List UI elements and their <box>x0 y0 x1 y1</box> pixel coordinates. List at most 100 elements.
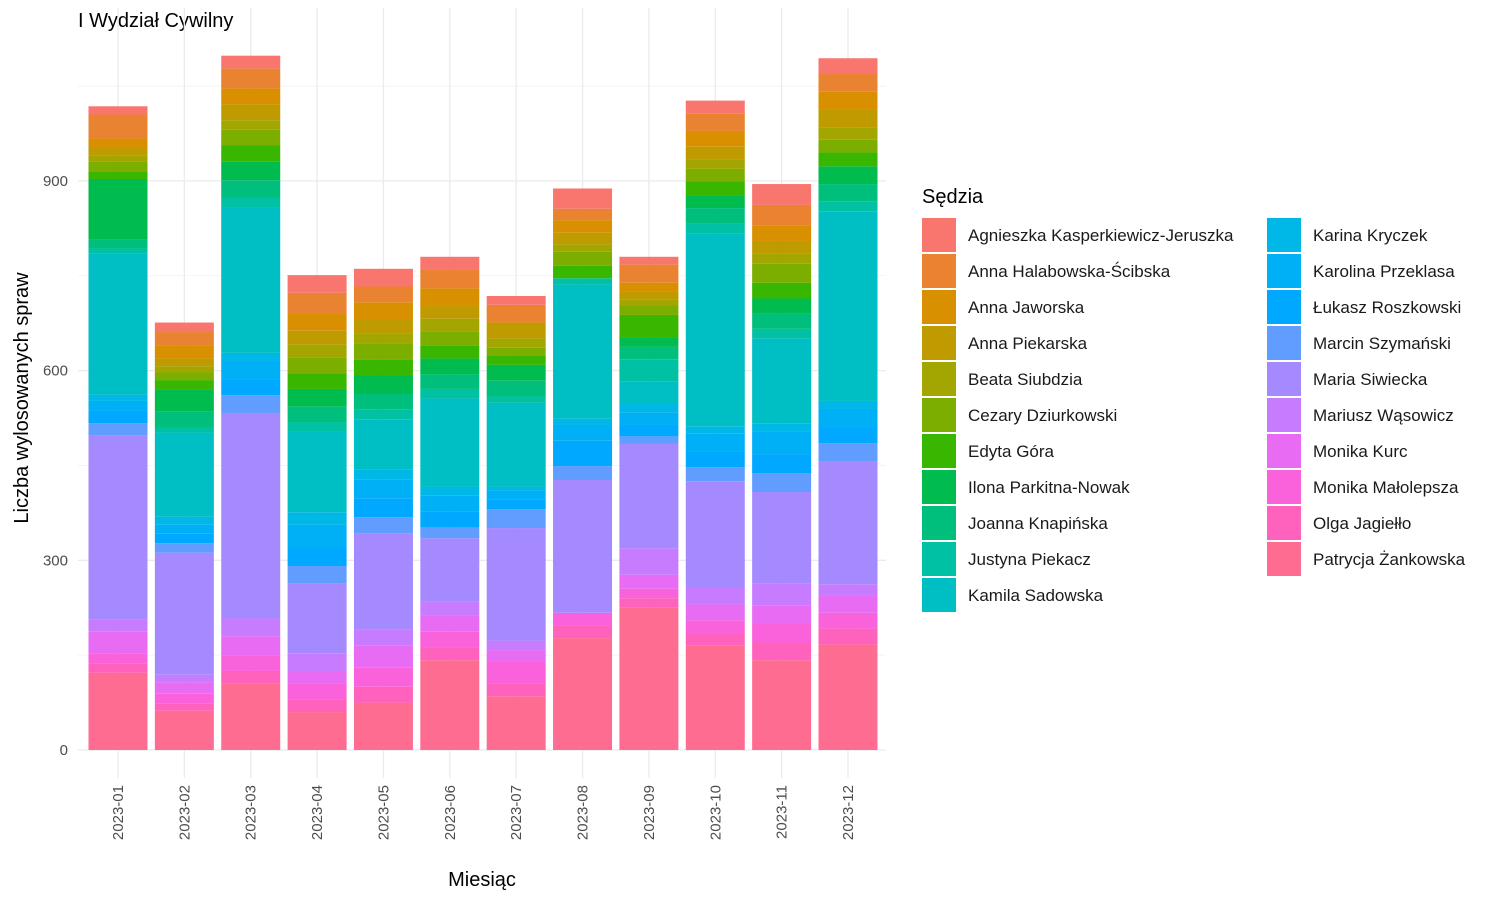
bar-segment <box>818 184 878 202</box>
bar-segment <box>619 436 679 444</box>
legend-label: Anna Jaworska <box>968 298 1085 317</box>
bar-segment <box>818 584 878 596</box>
legend-title: Sędzia <box>922 186 984 208</box>
legend-swatch <box>1267 398 1301 432</box>
legend-label: Justyna Piekacz <box>968 550 1091 569</box>
bar-segment <box>221 360 281 380</box>
bar-segment <box>353 320 413 334</box>
bar-segment <box>420 660 480 750</box>
bar-segment <box>221 412 281 619</box>
bar-segment <box>685 100 745 114</box>
bar-segment <box>619 424 679 437</box>
bar-segment <box>221 129 281 146</box>
bar-segment <box>221 655 281 671</box>
x-tick-label: 2023-04 <box>309 785 326 840</box>
bar-segment <box>287 422 347 432</box>
bar-segment <box>818 211 878 401</box>
bar-segment <box>685 587 745 605</box>
bar-segment <box>619 282 679 292</box>
y-axis: 0 300 600 900 <box>43 173 68 759</box>
bar-segment <box>287 330 347 345</box>
bar-segment <box>685 233 745 427</box>
legend-label: Karina Kryczek <box>1313 226 1428 245</box>
bar-segment <box>287 292 347 314</box>
bar-segment <box>154 533 214 544</box>
bar-segment <box>619 574 679 589</box>
bar-segment <box>287 683 347 700</box>
bar-segment <box>353 498 413 518</box>
legend-swatch <box>922 254 956 288</box>
bar-segment <box>486 304 546 323</box>
legend-swatch <box>1267 470 1301 504</box>
bar-segment <box>154 322 214 333</box>
legend-swatch <box>922 578 956 612</box>
bar-segment <box>553 424 613 441</box>
bar-segment <box>818 152 878 167</box>
bar-segment <box>420 398 480 487</box>
bar-segment <box>619 588 679 599</box>
x-axis-title: Miesiąc <box>448 869 516 891</box>
legend-label: Kamila Sadowska <box>968 586 1104 605</box>
bar-segment <box>154 710 214 750</box>
bar-segment <box>553 612 613 626</box>
legend-swatch <box>1267 542 1301 576</box>
bar-segment <box>287 524 347 548</box>
bar-segment <box>553 251 613 266</box>
x-tick-label: 2023-10 <box>707 785 724 840</box>
bar-segment <box>353 333 413 344</box>
x-tick-label: 2023-01 <box>110 785 127 840</box>
bar-segment <box>553 418 613 425</box>
x-tick-label: 2023-02 <box>176 785 193 840</box>
legend-label: Monika Małolepsza <box>1313 478 1459 497</box>
bar-segment <box>353 409 413 420</box>
bar-segment <box>88 423 148 436</box>
bar-segment <box>221 618 281 637</box>
bar-segment <box>818 166 878 185</box>
bar-segment <box>287 357 347 374</box>
bar-segment <box>553 638 613 750</box>
bar-segment <box>420 631 480 648</box>
legend-swatch <box>1267 254 1301 288</box>
bar-segment <box>486 528 546 641</box>
bar-segment <box>486 364 546 381</box>
bar-segment <box>88 672 148 750</box>
bar-segment <box>818 139 878 153</box>
bar-segment <box>486 355 546 365</box>
legend-label: Anna Halabowska-Ścibska <box>968 262 1171 281</box>
bar-segment <box>221 68 281 89</box>
bar-segment <box>88 253 148 395</box>
bar-segment <box>154 552 214 675</box>
bar-segment <box>221 670 281 684</box>
bar-segment <box>752 605 812 624</box>
bar-segment <box>752 282 812 299</box>
legend-label: Karolina Przeklasa <box>1313 262 1455 281</box>
bar-segment <box>221 352 281 361</box>
bar-segment <box>221 636 281 656</box>
bar-segment <box>287 565 347 584</box>
bar-segment <box>287 275 347 293</box>
bar-segment <box>420 318 480 332</box>
bar-segment <box>685 645 745 750</box>
legend-label: Marcin Szymański <box>1313 334 1451 353</box>
bar-segment <box>685 620 745 634</box>
bar-segment <box>685 195 745 209</box>
bars <box>88 55 878 750</box>
bar-segment <box>553 284 613 419</box>
bar-segment <box>752 583 812 606</box>
bar-segment <box>353 702 413 750</box>
bar-segment <box>88 248 148 254</box>
bar-segment <box>553 188 613 209</box>
bar-segment <box>221 120 281 130</box>
bar-segment <box>752 253 812 264</box>
bar-segment <box>619 598 679 608</box>
bar-segment <box>154 516 214 525</box>
bar-segment <box>553 479 613 613</box>
bar-segment <box>353 343 413 360</box>
bar-segment <box>154 411 214 428</box>
y-axis-title: Liczba wylosowanych spraw <box>11 272 33 524</box>
legend-swatch <box>922 362 956 396</box>
bar-segment <box>486 486 546 491</box>
legend-label: Anna Piekarska <box>968 334 1088 353</box>
bar-segment <box>486 295 546 305</box>
